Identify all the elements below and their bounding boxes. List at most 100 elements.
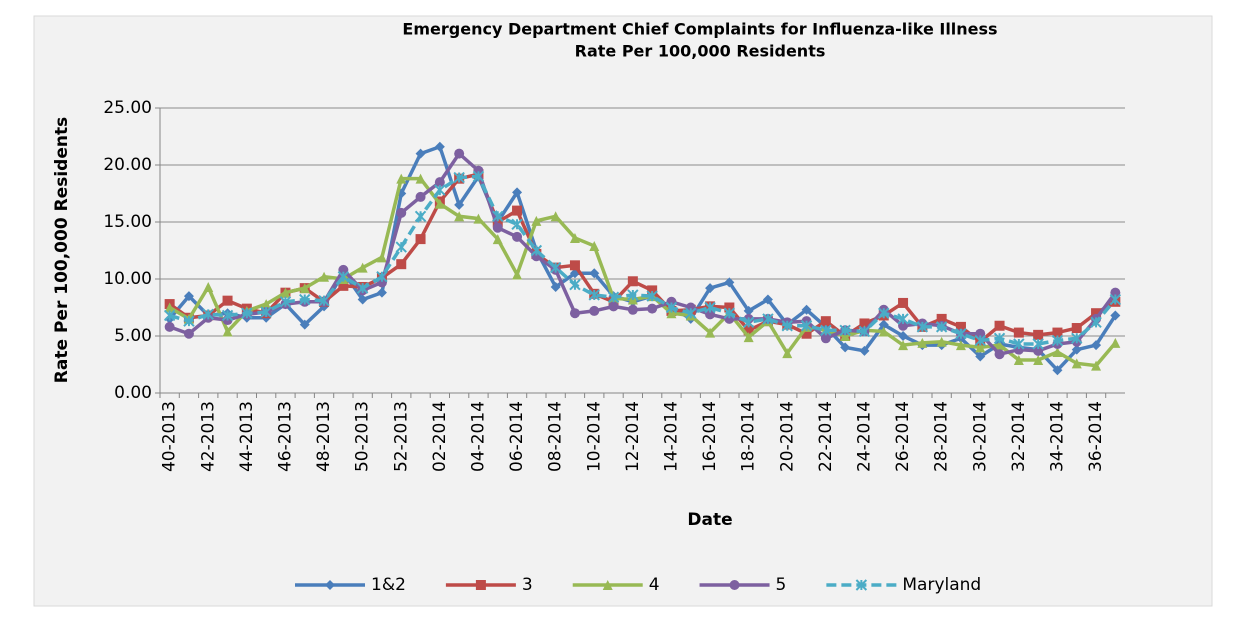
data-point — [183, 328, 194, 339]
data-point — [492, 210, 504, 223]
data-point — [705, 283, 716, 294]
data-point — [512, 205, 523, 216]
data-point — [203, 281, 214, 292]
data-point — [898, 340, 909, 351]
legend-marker — [855, 579, 868, 591]
data-point — [415, 234, 426, 245]
data-point — [705, 309, 716, 320]
data-point — [627, 304, 638, 315]
data-point — [415, 191, 426, 202]
data-point — [163, 309, 176, 322]
data-point — [512, 269, 523, 280]
data-point — [1052, 327, 1063, 338]
data-point — [743, 305, 754, 316]
data-point — [781, 320, 793, 332]
data-point — [512, 187, 523, 198]
data-point — [1052, 365, 1063, 376]
data-point — [588, 289, 600, 301]
data-point — [993, 332, 1006, 344]
data-point — [1110, 337, 1121, 348]
data-point — [453, 171, 465, 184]
x-tick-label: 50-2013 — [353, 401, 373, 472]
data-point — [569, 232, 580, 243]
data-point — [492, 222, 503, 233]
data-point — [1110, 310, 1121, 321]
data-point — [164, 321, 175, 332]
data-point — [1109, 293, 1122, 306]
data-point — [820, 324, 832, 337]
legend-item: 5 — [699, 575, 786, 595]
x-tick-label: 22-2014 — [816, 401, 836, 472]
data-point — [840, 342, 851, 353]
y-tick-label: 25.00 — [103, 98, 152, 118]
data-point — [512, 231, 523, 242]
data-point — [260, 306, 272, 318]
data-point — [473, 213, 484, 224]
legend-label: 1&2 — [371, 575, 406, 595]
data-point — [1013, 327, 1024, 338]
data-point — [878, 319, 889, 330]
data-point — [569, 260, 580, 271]
data-point — [704, 301, 716, 314]
data-point — [820, 316, 831, 327]
data-point — [530, 244, 543, 257]
x-tick-label: 48-2013 — [314, 401, 334, 472]
data-point — [1091, 360, 1102, 371]
data-point — [1071, 358, 1082, 369]
data-point — [878, 307, 890, 319]
x-tick-label: 34-2014 — [1047, 401, 1067, 472]
data-point — [762, 313, 774, 325]
x-tick-label: 20-2014 — [777, 401, 797, 472]
data-point — [859, 318, 870, 329]
data-point — [647, 285, 658, 296]
data-point — [318, 294, 330, 307]
data-point — [1033, 354, 1044, 365]
data-point — [434, 198, 445, 209]
data-point — [898, 320, 909, 331]
series-line — [168, 176, 1117, 368]
x-tick-label: 42-2013 — [198, 401, 218, 472]
data-point — [647, 303, 658, 314]
data-point — [724, 302, 735, 313]
data-point — [376, 287, 387, 298]
x-tick-label: 16-2014 — [700, 401, 720, 472]
data-point — [183, 291, 194, 302]
data-point — [762, 294, 773, 305]
data-point — [743, 325, 754, 336]
data-point — [357, 294, 368, 305]
data-point — [1071, 323, 1082, 334]
y-tick-label: 20.00 — [103, 155, 152, 175]
data-point — [858, 325, 871, 338]
data-point — [454, 199, 465, 210]
data-point — [414, 210, 427, 223]
x-tick-label: 46-2013 — [275, 401, 295, 472]
data-point — [492, 234, 503, 245]
data-point — [589, 240, 600, 251]
data-point — [627, 289, 639, 301]
x-tick-label: 02-2014 — [430, 401, 450, 472]
legend-marker — [602, 580, 613, 590]
data-point — [338, 280, 349, 291]
data-point — [955, 340, 966, 351]
data-point — [743, 332, 754, 343]
data-point — [589, 268, 600, 279]
data-point — [338, 264, 349, 275]
data-point — [955, 328, 967, 340]
legend-marker — [475, 580, 486, 590]
data-point — [782, 348, 793, 359]
data-point — [665, 301, 678, 314]
data-point — [221, 309, 234, 322]
data-point — [935, 321, 948, 333]
data-point — [550, 211, 561, 222]
data-point — [472, 170, 485, 183]
data-point — [415, 173, 426, 184]
data-point — [917, 337, 928, 348]
data-point — [955, 321, 966, 332]
data-point — [531, 215, 542, 226]
data-point — [395, 241, 407, 253]
data-point — [1052, 346, 1063, 357]
x-tick-label: 30-2014 — [970, 401, 990, 472]
data-point — [742, 316, 755, 329]
x-axis-label: Date — [687, 510, 732, 530]
